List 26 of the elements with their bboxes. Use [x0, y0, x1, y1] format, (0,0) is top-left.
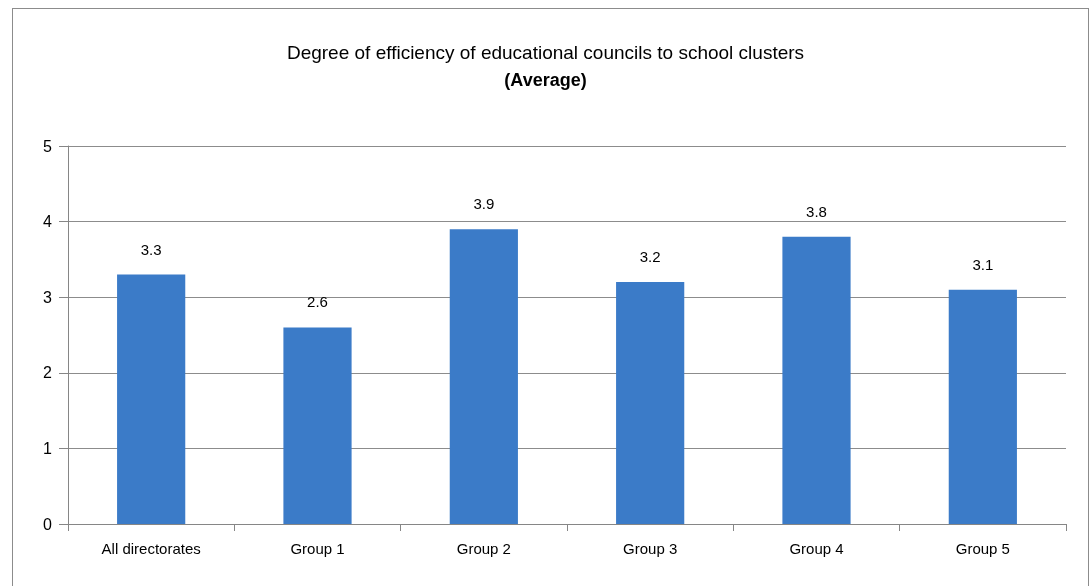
x-tick-label: All directorates: [101, 540, 201, 557]
y-tick-label: 1: [43, 439, 53, 457]
bar: [782, 236, 851, 524]
data-label: 3.8: [806, 202, 827, 220]
chart-subtitle: (Average): [504, 70, 587, 90]
y-tick-label: 0: [43, 515, 53, 533]
y-tick-label: 2: [43, 364, 53, 382]
y-tick-label: 5: [43, 137, 53, 155]
bar: [117, 274, 186, 524]
bar: [283, 327, 352, 524]
data-label: 3.3: [140, 240, 162, 258]
data-label: 3.2: [639, 248, 661, 266]
bar: [449, 229, 518, 524]
data-label: 2.6: [307, 293, 328, 311]
x-tick-label: Group 5: [955, 540, 1010, 557]
data-label: 3.1: [972, 255, 994, 273]
x-tick-label: Group 2: [456, 540, 511, 557]
chart-title: Degree of efficiency of educational councils to school clusters: [286, 42, 805, 63]
x-tick-label: Group 3: [623, 540, 678, 557]
y-tick-label: 4: [43, 213, 53, 231]
bar: [616, 282, 685, 524]
x-tick-label: Group 4: [789, 540, 844, 557]
bar: [948, 289, 1017, 524]
x-tick-label: Group 1: [290, 540, 345, 557]
y-tick-label: 3: [43, 288, 53, 306]
data-label: 3.9: [473, 195, 495, 213]
